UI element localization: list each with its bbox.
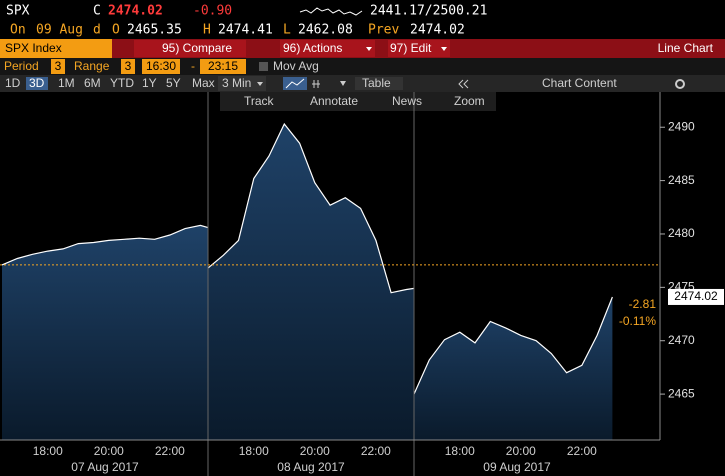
- date-label: 09 Aug 2017: [483, 460, 551, 474]
- tool-bar: [220, 92, 496, 111]
- close-flag: C: [93, 4, 101, 19]
- price-line: [413, 296, 613, 395]
- interval-select[interactable]: [218, 76, 266, 91]
- date-label: 07 Aug 2017: [71, 460, 139, 474]
- interval: 3 Min: [222, 76, 251, 90]
- label: L: [283, 23, 291, 38]
- end-input[interactable]: [200, 59, 246, 74]
- edit: 97) Edit: [390, 41, 432, 55]
- icon: [285, 78, 305, 89]
- label: On: [10, 23, 26, 38]
- actions-button[interactable]: [280, 40, 375, 57]
- selected-timeframe[interactable]: [26, 77, 48, 90]
- x-tick-label: 20:00: [506, 444, 536, 458]
- table: Table: [362, 76, 391, 90]
- value: 2474.41: [218, 23, 273, 38]
- label: O: [112, 23, 120, 38]
- tool[interactable]: Annotate: [310, 94, 358, 108]
- value: 2465.35: [127, 23, 182, 38]
- tool[interactable]: News: [392, 94, 422, 108]
- timeframe[interactable]: 1D: [5, 76, 21, 90]
- start: 16:30: [146, 59, 176, 73]
- icon: [340, 81, 346, 86]
- security-box[interactable]: [0, 39, 112, 58]
- x-tick-label: 18:00: [33, 444, 63, 458]
- y-tick-label: 2465: [668, 386, 695, 400]
- collapse-icon[interactable]: [458, 79, 469, 89]
- y-tick-label: 2470: [668, 333, 695, 347]
- ticker: SPX: [6, 4, 30, 19]
- x-tick-label: 22:00: [361, 444, 391, 458]
- tool[interactable]: Track: [244, 94, 275, 108]
- date: 09 Aug: [36, 23, 83, 38]
- actions: 96) Actions: [283, 41, 342, 55]
- label: H: [203, 23, 211, 38]
- timeframe[interactable]: 5Y: [166, 76, 181, 90]
- x-tick-label: 18:00: [239, 444, 269, 458]
- change: -0.90: [193, 4, 232, 19]
- value: 2462.08: [298, 23, 353, 38]
- icon: [312, 80, 320, 88]
- mov-avg: Mov Avg: [273, 59, 319, 73]
- chart-kind: Line Chart: [658, 41, 714, 55]
- x-tick-label: 20:00: [94, 444, 124, 458]
- y-tick-label: 2480: [668, 226, 695, 240]
- dropdown-arrow: [257, 82, 263, 86]
- timeframe[interactable]: 1M: [58, 76, 75, 90]
- date-label: 08 Aug 2017: [277, 460, 345, 474]
- area: [208, 124, 414, 440]
- range: 3: [125, 59, 132, 73]
- y-tick-label: 2490: [668, 119, 695, 133]
- price: 2474.02: [108, 4, 163, 19]
- x-tick-label: 18:00: [445, 444, 475, 458]
- start-input[interactable]: [142, 59, 180, 74]
- area: [2, 225, 208, 440]
- settings-icon[interactable]: [675, 79, 685, 89]
- x-tick-label: 22:00: [155, 444, 185, 458]
- dropdown-arrow: [366, 47, 372, 51]
- label: d: [93, 23, 101, 38]
- label: Prev: [368, 23, 399, 38]
- timeframe[interactable]: Max: [192, 76, 215, 90]
- settings-bar: [0, 58, 725, 75]
- edit-button[interactable]: [388, 40, 450, 57]
- range-label: Range: [74, 59, 110, 73]
- period-label: Period: [4, 59, 39, 73]
- dash: -: [191, 59, 195, 73]
- period-input[interactable]: [51, 59, 65, 74]
- timeframe[interactable]: YTD: [110, 76, 134, 90]
- timeframe[interactable]: 3D: [29, 76, 45, 90]
- range-input[interactable]: [121, 59, 135, 74]
- compare: 95) Compare: [162, 41, 232, 55]
- last-value: 2474.02: [674, 289, 718, 303]
- plot: 18:00 20:00 22:00 07 Aug 2017 18:00 20:00 22:0…: [0, 92, 724, 476]
- y-tick-label: 2485: [668, 173, 695, 187]
- area: [414, 297, 613, 440]
- value: 2474.02: [410, 23, 465, 38]
- last-change-pct: -0.11%: [619, 314, 656, 328]
- table-button[interactable]: [355, 77, 403, 90]
- period: 3: [55, 59, 62, 73]
- timeframe[interactable]: 6M: [84, 76, 101, 90]
- compare-button[interactable]: [134, 40, 246, 57]
- last-value-box: [668, 288, 724, 305]
- price-line: [1, 224, 209, 266]
- x-tick-label: 22:00: [567, 444, 597, 458]
- tool[interactable]: Zoom: [454, 94, 485, 108]
- timeframe[interactable]: 1Y: [142, 76, 157, 90]
- last-change: -2.81: [629, 297, 657, 311]
- dropdown-arrow: [441, 47, 447, 51]
- end: 23:15: [208, 59, 238, 73]
- sparkline: [299, 7, 363, 16]
- checkbox[interactable]: [259, 62, 268, 71]
- x-tick-label: 20:00: [300, 444, 330, 458]
- price-line: [207, 122, 415, 294]
- security: SPX Index: [5, 41, 62, 55]
- day-range: 2441.17/2500.21: [370, 4, 487, 19]
- chart-content[interactable]: Chart Content: [542, 76, 617, 90]
